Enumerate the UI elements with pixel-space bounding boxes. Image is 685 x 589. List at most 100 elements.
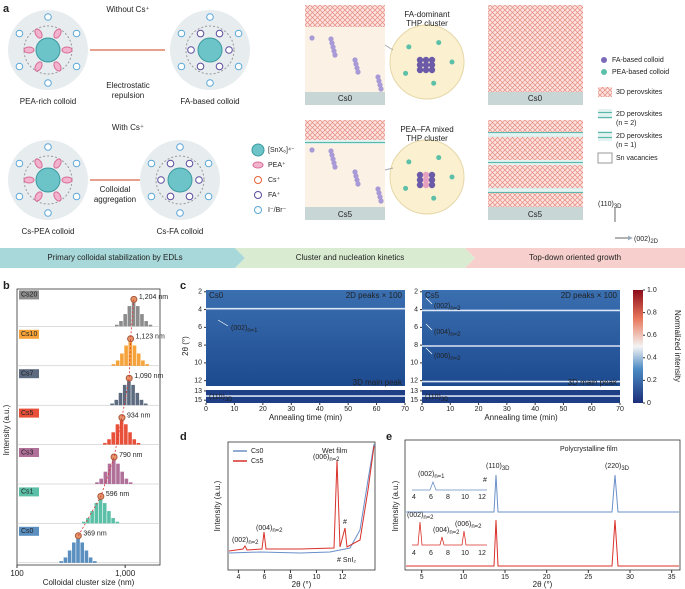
cluster-dot: [428, 61, 436, 69]
peak-label-sub: 3D: [502, 466, 510, 472]
ion: [166, 192, 175, 201]
legend-icon: [251, 143, 265, 157]
y-tick-label: 2: [414, 289, 418, 296]
caption: repulsion: [112, 91, 144, 100]
substrate: [305, 92, 385, 105]
legend-text: Cs5: [251, 458, 264, 465]
colloid-dot: [329, 152, 335, 158]
y-tick-label: 8: [414, 342, 418, 349]
perovskite-layer: [488, 132, 583, 137]
axis-label: (002)2D: [634, 236, 659, 245]
x-tick-label: 60: [373, 406, 381, 413]
peak-label-sub: n=2: [450, 356, 461, 362]
ion: [196, 62, 205, 71]
legend-text: FA-based colloid: [612, 57, 664, 64]
peak-label: (002)n=2: [434, 303, 461, 312]
sample-label: Cs10: [21, 331, 37, 338]
histogram-bar: [120, 471, 124, 484]
histogram-bar: [143, 403, 148, 406]
histogram-bar: [131, 302, 136, 327]
colorbar-tick-label: 0.2: [647, 377, 657, 384]
curve-cs0: [406, 474, 679, 513]
histogram-bar: [98, 499, 103, 524]
sample-label: Cs7: [21, 371, 34, 378]
ion: [204, 192, 213, 201]
inset-tick-label: 10: [461, 550, 469, 557]
note: Polycrystalline film: [560, 446, 618, 453]
heatmap: [206, 290, 405, 386]
colloid-dot: [309, 147, 315, 153]
ion-dot: [403, 185, 409, 191]
x-tick-label: 30: [626, 574, 634, 581]
peak-label-sub: n=1: [434, 474, 445, 480]
legend-text: 3D perovskites: [616, 89, 663, 96]
colloid-dot: [377, 194, 383, 200]
histogram-bar: [107, 439, 111, 445]
x-tick-label: 10: [446, 406, 454, 413]
film-layer: [305, 120, 385, 140]
panel-label: c: [180, 280, 186, 292]
axis-label-sub: 3D: [614, 204, 622, 210]
x-tick-label: 5: [420, 574, 424, 581]
ion: [185, 159, 194, 168]
banner-text: Primary colloidal stabilization by EDLs: [47, 253, 182, 262]
x-tick-label: 12: [339, 574, 347, 581]
peak-marker: [110, 453, 118, 461]
peak-label-main: (110): [425, 394, 441, 401]
y-axis-label: Intensity (a.u.): [213, 480, 222, 531]
x-tick-label: 15: [501, 574, 509, 581]
peak-label: (004)n=2: [434, 329, 461, 338]
inset-tick-label: 4: [412, 550, 416, 557]
legend-icon: [601, 69, 607, 75]
peak-label-sub: n=2: [248, 540, 259, 546]
ion: [204, 159, 213, 168]
y-tick-label: 6: [414, 324, 418, 331]
panel-label: a: [3, 3, 10, 15]
cluster-dot: [422, 56, 430, 64]
cluster-title: THP cluster: [406, 19, 448, 28]
cluster-title: FA-dominant: [404, 10, 450, 19]
colloid-core: [167, 167, 193, 193]
sample-label: Cs0: [209, 291, 224, 300]
histogram-bar: [124, 345, 128, 366]
peak-label-main: (110): [209, 394, 225, 401]
colloid-dot: [378, 86, 384, 92]
x-axis-label: 2θ (°): [292, 580, 312, 589]
ion: [195, 176, 203, 184]
colloid-dot: [331, 48, 337, 54]
ion: [72, 192, 81, 201]
panel-label: b: [3, 280, 10, 292]
panel-c: c 2θ (°) Cs0 2D peaks × 100 3D main peak (110…: [180, 280, 682, 422]
x-tick-label: 30: [503, 406, 511, 413]
peak-label: (006)n=2: [434, 353, 461, 362]
y-tick-label: 12: [194, 378, 202, 385]
x-axis-label: Colloidal cluster size (nm): [43, 578, 135, 587]
colloid-label: Cs-PEA colloid: [22, 227, 75, 236]
colloid-dot: [353, 173, 359, 179]
cluster-dot: [428, 66, 436, 74]
cluster-dot: [428, 171, 436, 179]
x-tick-label: 1,000: [115, 569, 136, 578]
peak-label-main: (002): [434, 303, 450, 310]
substrate: [305, 207, 385, 220]
note: 2D peaks × 100: [561, 291, 618, 300]
colloid-dot: [352, 169, 358, 175]
banner-arrow: [0, 248, 245, 268]
peak-label-sub: n=2: [450, 306, 461, 312]
cluster-dot: [422, 171, 430, 179]
peak-marker: [125, 374, 133, 382]
peak-label-main: (002): [418, 471, 434, 478]
peak-label-main: (002): [407, 512, 423, 519]
film-layer: [305, 140, 385, 144]
axis-label-sub: 2D: [650, 239, 658, 245]
x-tick-label: 35: [668, 574, 676, 581]
sample-tag: [19, 408, 39, 418]
histogram-bar: [111, 432, 116, 445]
cluster-dot: [422, 61, 430, 69]
sample-label: Cs1: [21, 489, 34, 496]
inset-tick-label: 12: [478, 494, 486, 501]
plot-frame: [404, 439, 681, 571]
ion-dot: [431, 195, 437, 201]
note: 2D peaks × 100: [346, 291, 403, 300]
ion: [157, 176, 165, 184]
